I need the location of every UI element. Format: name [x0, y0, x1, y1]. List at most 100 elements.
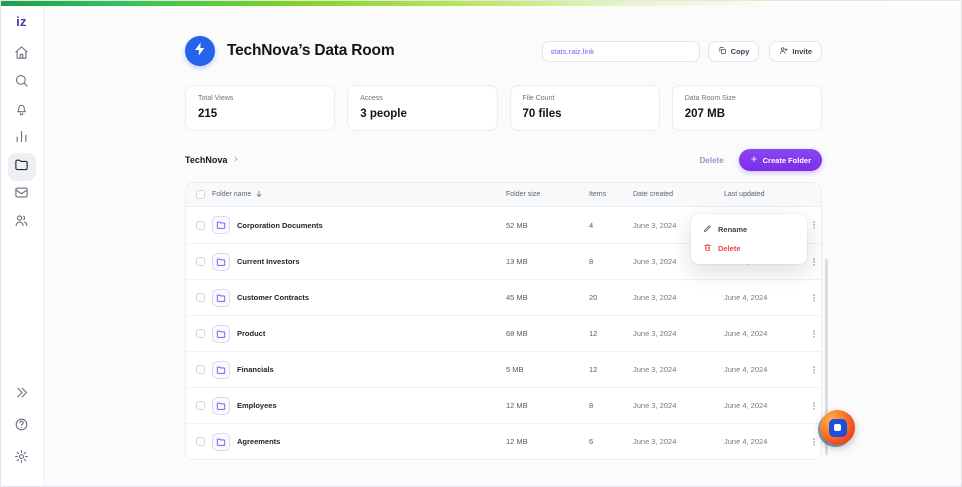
- sidebar: iz: [0, 6, 44, 487]
- folder-name[interactable]: Financials: [237, 365, 274, 374]
- col-date-created: Date created: [633, 191, 724, 198]
- folder-icon: [212, 216, 230, 234]
- folder-icon: [212, 289, 230, 307]
- folder-size: 13 MB: [506, 257, 589, 266]
- plus-icon: [750, 155, 758, 165]
- table-header: Folder name Folder size Items Date creat…: [186, 183, 821, 207]
- share-link-input[interactable]: stats.raiz.link: [542, 41, 700, 62]
- share-link-value: stats.raiz.link: [551, 47, 594, 56]
- row-checkbox[interactable]: [196, 221, 205, 230]
- sidebar-help-button[interactable]: [8, 413, 36, 441]
- folder-items: 20: [589, 293, 633, 302]
- sidebar-settings-button[interactable]: [8, 445, 36, 473]
- folder-items: 4: [589, 221, 633, 230]
- sidebar-item-data-rooms[interactable]: [8, 153, 36, 181]
- sidebar-item-contacts[interactable]: [8, 209, 36, 237]
- stat-value: 207 MB: [685, 108, 809, 120]
- folder-name[interactable]: Current Investors: [237, 257, 300, 266]
- folder-size: 5 MB: [506, 365, 589, 374]
- mail-icon: [14, 185, 29, 205]
- folder-name[interactable]: Product: [237, 329, 265, 338]
- stat-card-file-count: File Count 70 files: [510, 85, 660, 131]
- watermark-inner-square: [829, 419, 847, 437]
- folder-name[interactable]: Employees: [237, 401, 277, 410]
- folder-icon: [212, 253, 230, 271]
- invite-label: Invite: [792, 47, 812, 56]
- last-updated: June 4, 2024: [724, 293, 806, 302]
- create-folder-button[interactable]: Create Folder: [739, 149, 822, 171]
- row-menu-button[interactable]: [809, 293, 819, 303]
- last-updated: June 4, 2024: [724, 329, 806, 338]
- folder-name[interactable]: Customer Contracts: [237, 293, 309, 302]
- col-folder-name[interactable]: Folder name: [212, 191, 251, 198]
- stat-card-size: Data Room Size 207 MB: [672, 85, 822, 131]
- home-icon: [14, 45, 29, 65]
- date-created: June 3, 2024: [633, 437, 724, 446]
- chevron-right-icon: [232, 155, 240, 165]
- row-checkbox[interactable]: [196, 293, 205, 302]
- watermark-dot: [834, 424, 841, 431]
- context-rename-item[interactable]: Rename: [696, 220, 802, 239]
- sidebar-item-analytics[interactable]: [8, 125, 36, 153]
- row-context-menu: Rename Delete: [691, 214, 807, 264]
- trash-icon: [703, 243, 712, 254]
- stat-value: 3 people: [360, 108, 484, 120]
- folder-items: 12: [589, 365, 633, 374]
- sidebar-item-home[interactable]: [8, 41, 36, 69]
- sidebar-item-inbox[interactable]: [8, 181, 36, 209]
- last-updated: June 4, 2024: [724, 401, 806, 410]
- sidebar-nav: [8, 41, 36, 237]
- folder-icon: [212, 397, 230, 415]
- sidebar-item-search[interactable]: [8, 69, 36, 97]
- stat-value: 70 files: [523, 108, 647, 120]
- sidebar-collapse-button[interactable]: [8, 381, 36, 409]
- folder-icon: [212, 433, 230, 451]
- folder-size: 68 MB: [506, 329, 589, 338]
- dataroom-logo: [185, 36, 215, 66]
- users-icon: [14, 213, 29, 233]
- stat-label: Access: [360, 95, 484, 102]
- context-delete-item[interactable]: Delete: [696, 239, 802, 258]
- row-checkbox[interactable]: [196, 257, 205, 266]
- folder-name[interactable]: Corporation Documents: [237, 221, 323, 230]
- row-menu-button[interactable]: [809, 437, 819, 447]
- table-row: Employees 12 MB 8 June 3, 2024 June 4, 2…: [186, 387, 821, 423]
- sort-desc-icon[interactable]: [255, 190, 263, 200]
- last-updated: June 4, 2024: [724, 437, 806, 446]
- row-checkbox[interactable]: [196, 437, 205, 446]
- create-folder-label: Create Folder: [763, 156, 811, 165]
- row-checkbox[interactable]: [196, 329, 205, 338]
- folder-name[interactable]: Agreements: [237, 437, 280, 446]
- breadcrumb-label: TechNova: [185, 155, 227, 165]
- copy-link-button[interactable]: Copy: [708, 41, 760, 62]
- lightning-bolt-icon: [192, 41, 208, 62]
- row-menu-button[interactable]: [809, 365, 819, 375]
- row-menu-button[interactable]: [809, 257, 819, 267]
- stat-label: File Count: [523, 95, 647, 102]
- select-all-checkbox[interactable]: [196, 190, 205, 199]
- row-checkbox[interactable]: [196, 401, 205, 410]
- date-created: June 3, 2024: [633, 401, 724, 410]
- table-row: Customer Contracts 45 MB 20 June 3, 2024…: [186, 279, 821, 315]
- context-delete-label: Delete: [718, 244, 741, 253]
- table-row: Financials 5 MB 12 June 3, 2024 June 4, …: [186, 351, 821, 387]
- col-folder-size: Folder size: [506, 191, 589, 198]
- col-items: Items: [589, 191, 633, 198]
- folder-icon: [212, 325, 230, 343]
- row-checkbox[interactable]: [196, 365, 205, 374]
- delete-selected-button[interactable]: Delete: [700, 156, 724, 165]
- folder-items: 12: [589, 329, 633, 338]
- invite-button[interactable]: Invite: [769, 41, 822, 62]
- user-plus-icon: [779, 46, 788, 57]
- top-gradient-bar: [0, 0, 962, 6]
- stats-row: Total Views 215 Access 3 people File Cou…: [185, 85, 822, 131]
- row-menu-button[interactable]: [809, 220, 819, 230]
- sidebar-item-notifications[interactable]: [8, 97, 36, 125]
- row-menu-button[interactable]: [809, 401, 819, 411]
- folder-icon: [14, 157, 29, 177]
- stat-value: 215: [198, 108, 322, 120]
- row-menu-button[interactable]: [809, 329, 819, 339]
- folder-size: 52 MB: [506, 221, 589, 230]
- breadcrumb[interactable]: TechNova: [185, 155, 240, 165]
- folder-items: 8: [589, 257, 633, 266]
